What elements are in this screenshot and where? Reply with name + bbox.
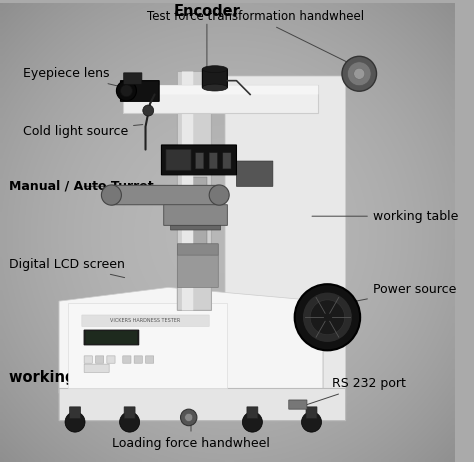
FancyBboxPatch shape [85,331,137,344]
Polygon shape [68,304,228,389]
FancyBboxPatch shape [247,407,258,419]
FancyBboxPatch shape [177,255,219,287]
Text: VICKERS HARDNESS TESTER: VICKERS HARDNESS TESTER [110,318,181,323]
Text: working table: working table [312,210,458,223]
FancyBboxPatch shape [59,389,346,420]
Text: Eyepiece lens: Eyepiece lens [23,67,131,89]
FancyBboxPatch shape [223,153,231,169]
Circle shape [65,412,85,432]
FancyBboxPatch shape [162,145,237,175]
FancyBboxPatch shape [177,72,211,310]
FancyBboxPatch shape [84,364,109,372]
Circle shape [117,81,137,101]
FancyBboxPatch shape [289,400,307,409]
Text: Power source: Power source [335,283,456,305]
FancyBboxPatch shape [189,177,207,246]
Circle shape [181,409,197,426]
Circle shape [302,292,353,342]
Circle shape [101,185,121,205]
Circle shape [119,412,140,432]
FancyBboxPatch shape [306,407,317,419]
Text: Manual / Auto Turret: Manual / Auto Turret [9,180,154,193]
Circle shape [347,62,371,86]
Text: RS 232 port: RS 232 port [296,377,406,408]
FancyBboxPatch shape [124,73,142,85]
FancyBboxPatch shape [134,356,142,363]
FancyBboxPatch shape [237,161,273,186]
Circle shape [295,284,360,350]
FancyBboxPatch shape [70,407,81,419]
FancyBboxPatch shape [107,356,115,363]
FancyBboxPatch shape [196,153,204,169]
Circle shape [209,185,229,205]
FancyBboxPatch shape [95,356,104,363]
FancyBboxPatch shape [82,315,209,327]
Polygon shape [123,85,319,113]
Circle shape [120,85,132,97]
FancyBboxPatch shape [120,81,159,101]
Text: Cold light source: Cold light source [23,125,143,138]
Circle shape [301,412,321,432]
Circle shape [310,300,345,335]
Polygon shape [59,287,323,393]
FancyBboxPatch shape [177,244,219,255]
Circle shape [242,412,263,432]
Text: working panel: working panel [9,360,127,384]
Circle shape [143,105,154,116]
Text: Test force transformation handwheel: Test force transformation handwheel [146,10,364,68]
Text: Encoder: Encoder [173,4,240,67]
FancyBboxPatch shape [123,85,319,94]
FancyBboxPatch shape [164,205,228,225]
FancyBboxPatch shape [171,225,220,230]
Text: Digital LCD screen: Digital LCD screen [9,258,125,278]
Ellipse shape [202,66,228,73]
FancyBboxPatch shape [84,356,92,363]
Circle shape [342,56,376,91]
FancyBboxPatch shape [84,330,139,345]
FancyBboxPatch shape [225,76,346,402]
Ellipse shape [202,84,228,91]
FancyBboxPatch shape [182,72,193,310]
Circle shape [185,413,193,421]
FancyBboxPatch shape [111,185,219,205]
Circle shape [354,68,365,79]
FancyBboxPatch shape [209,153,218,169]
FancyBboxPatch shape [124,407,135,419]
Text: Loading force handwheel: Loading force handwheel [112,421,270,450]
FancyBboxPatch shape [146,356,154,363]
FancyBboxPatch shape [166,150,191,170]
FancyBboxPatch shape [123,356,131,363]
FancyBboxPatch shape [202,69,228,87]
FancyBboxPatch shape [59,301,323,393]
